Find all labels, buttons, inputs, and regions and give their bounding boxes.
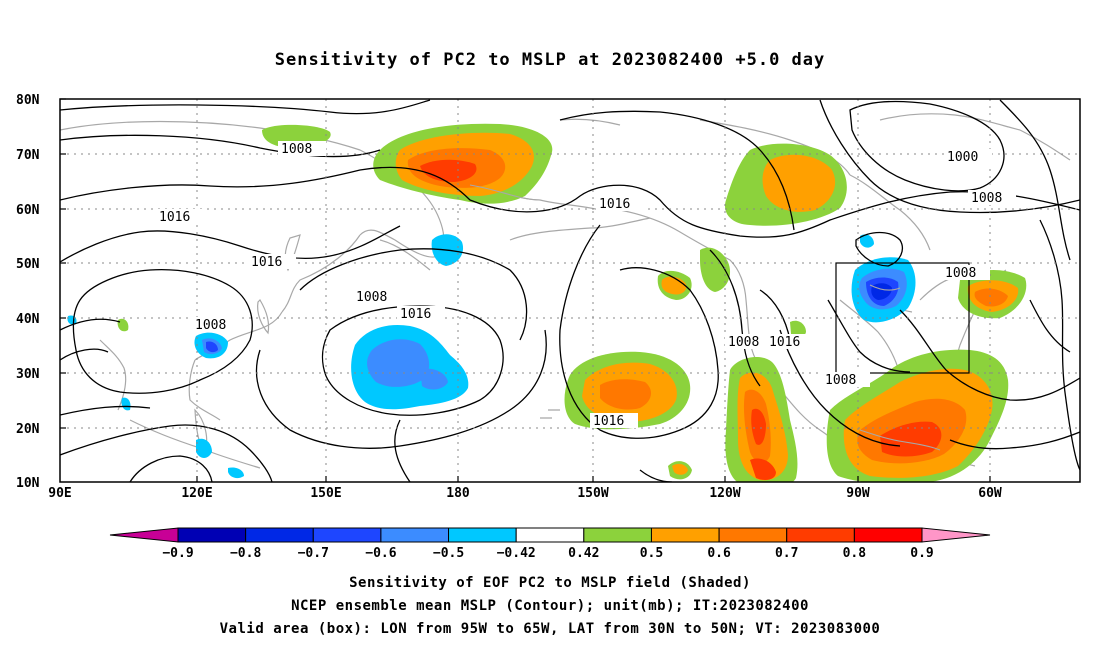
lon-label: 150E [310,486,341,501]
valid-area-box [835,262,970,374]
lon-label: 90E [48,486,71,501]
map-title: Sensitivity of PC2 to MSLP at 2023082400… [274,50,826,70]
lat-label: 80N [16,93,40,108]
contour-label: 1008 [728,335,759,350]
colorbar-swatch [312,527,382,543]
lat-label: 40N [16,312,40,327]
colorbar-label: −0.6 [365,546,396,561]
caption-line-1: Sensitivity of EOF PC2 to MSLP field (Sh… [349,575,751,591]
colorbar-swatch [786,527,855,543]
colorbar-swatch [380,527,450,543]
latitude-labels: 80N 70N 60N 50N 40N 30N 20N 10N [16,93,40,491]
caption-line-3: Valid area (box): LON from 95W to 65W, L… [219,621,881,637]
lat-label: 10N [16,476,40,491]
contour-label: 1008 [356,290,387,305]
contour-label: 1016 [599,197,630,212]
colorbar-swatch [853,527,923,543]
lon-label: 150W [577,486,608,501]
contour-label: 1008 [281,142,312,157]
colorbar-high-end [921,527,991,543]
contour-label: 1016 [251,255,282,270]
lat-label: 20N [16,422,40,437]
contour-label: 1008 [945,266,976,281]
longitude-labels: 90E 120E 150E 180 150W 120W 90W 60W [48,486,1002,501]
lat-label: 70N [16,148,40,163]
lon-label: 90W [846,486,870,501]
contour-label: 1016 [593,414,624,429]
colorbar-label: −0.7 [298,546,329,561]
coastline-overlay [469,184,941,451]
lon-label: 60W [978,486,1002,501]
axis-ticks [60,98,991,482]
colorbar-swatch [650,527,720,543]
contour-label: 1008 [195,318,226,333]
lat-label: 30N [16,367,40,382]
colorbar-label: −0.42 [497,546,536,561]
colorbar-swatch [515,527,585,543]
contour-label: 1016 [769,335,800,350]
colorbar-label: −0.9 [162,546,193,561]
colorbar-label: 0.7 [775,546,798,561]
contour-label: 1008 [825,373,856,388]
colorbar-label: 0.6 [707,546,731,561]
colorbar-label: −0.5 [433,546,464,561]
gridlines [60,99,1080,482]
colorbar-swatch [583,527,652,543]
colorbar-swatch [177,527,247,543]
colorbar-swatch [718,527,788,543]
colorbar: −0.9 −0.8 −0.7 −0.6 −0.5 −0.42 0.42 0.5 0.6 0.7 0.… [109,527,991,561]
lon-label: 180 [446,486,470,501]
contour-label: 1016 [159,210,190,225]
map-frame [59,98,1081,483]
caption-line-2: NCEP ensemble mean MSLP (Contour); unit(… [291,598,809,614]
colorbar-label: 0.5 [640,546,663,561]
contour-label: 1008 [971,191,1002,206]
lat-label: 60N [16,203,40,218]
colorbar-label: 0.9 [910,546,933,561]
colorbar-label: 0.42 [568,546,599,561]
lon-label: 120E [181,486,212,501]
lat-label: 50N [16,257,40,272]
contour-label: 1016 [400,307,431,322]
contour-label: 1000 [947,150,978,165]
contour-labels: 1008 1016 1016 1008 1016 1008 1016 1008 … [156,141,1016,429]
colorbar-label: −0.8 [230,546,261,561]
colorbar-swatch [245,527,314,543]
mslp-contours [60,99,1080,482]
colorbar-low-end [109,527,179,543]
colorbar-swatch [448,527,517,543]
lon-label: 120W [709,486,740,501]
colorbar-label: 0.8 [843,546,867,561]
